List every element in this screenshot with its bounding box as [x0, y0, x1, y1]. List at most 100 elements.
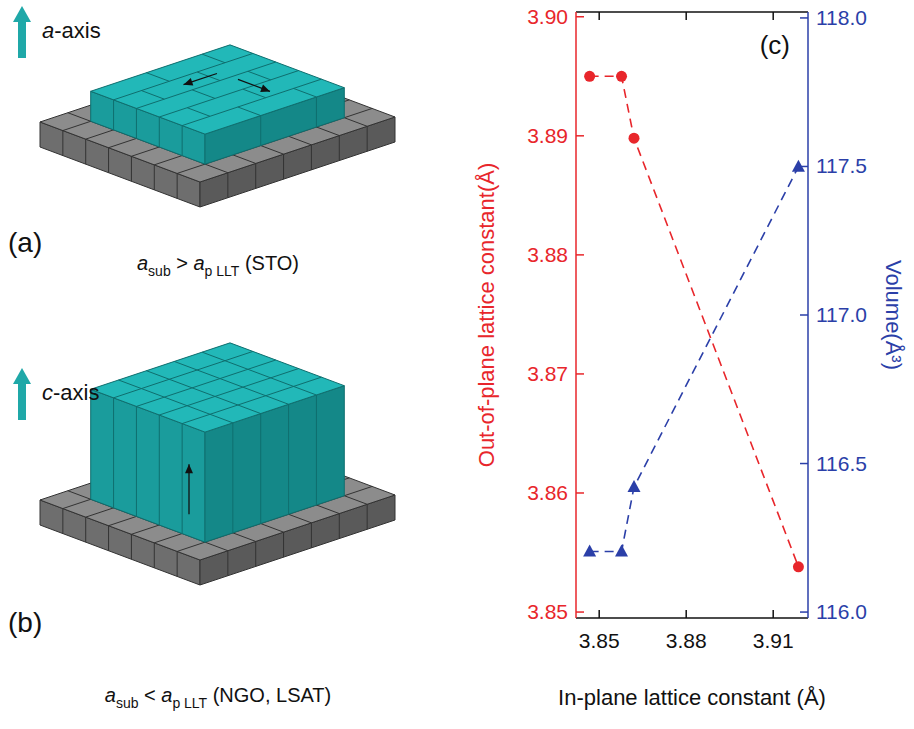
y2-tick	[800, 17, 808, 19]
axis-arrow	[13, 6, 31, 58]
substrate-grid	[177, 173, 178, 198]
panel-label: (a)	[8, 227, 42, 258]
film-grid	[182, 79, 321, 125]
y-tick-label: 3.88	[527, 243, 568, 266]
y-tick	[576, 492, 584, 494]
substrate-grid	[255, 163, 256, 188]
film-grid	[182, 424, 183, 534]
text-segment: c	[42, 380, 53, 405]
film-grid	[288, 404, 289, 514]
y2-tick	[800, 463, 808, 465]
substrate-grid	[311, 523, 312, 548]
text-segment: -axis	[54, 18, 100, 43]
film-grid	[316, 97, 317, 127]
series-marker	[628, 480, 641, 492]
text-segment: a	[42, 18, 54, 43]
caption: asub > ap LLT (STO)	[137, 252, 299, 279]
y2-tick-label: 116.0	[816, 600, 867, 623]
substrate-grid	[255, 541, 256, 566]
diagram-1: c-axis(b)asub < ap LLT (NGO, LSAT)	[8, 343, 395, 711]
film-grid	[248, 71, 271, 80]
film-grid	[119, 380, 233, 423]
substrate-grid	[85, 139, 86, 164]
substrate-grid	[283, 532, 284, 557]
y2-tick-label: 117.0	[816, 303, 867, 326]
text-segment: p LLT	[205, 263, 240, 279]
film-grid	[182, 126, 183, 156]
film-grid	[159, 117, 160, 147]
caption: asub < ap LLT (NGO, LSAT)	[105, 684, 331, 711]
y-tick-label: 3.86	[527, 481, 568, 504]
text-segment: p LLT	[172, 695, 207, 711]
y-axis-title: Out-of-plane lattice constant(Å)	[474, 163, 499, 467]
series-marker	[584, 71, 595, 82]
text-segment: -axis	[53, 380, 99, 405]
text-segment: a	[193, 252, 204, 274]
film-grid	[192, 90, 215, 99]
plot-data	[583, 71, 805, 573]
domain-arrow-head	[185, 464, 193, 473]
substrate-grid	[367, 126, 368, 151]
text-segment: a	[161, 684, 172, 706]
y2-tick	[800, 611, 808, 613]
domain-arrow-head	[260, 85, 270, 92]
substrate-grid	[339, 136, 340, 161]
substrate-grid	[108, 148, 109, 173]
series-line	[590, 167, 799, 552]
film-grid	[174, 361, 288, 404]
y-tick-label: 3.87	[527, 362, 568, 385]
film-grid	[316, 395, 317, 505]
y2-tick-label: 116.5	[816, 452, 867, 475]
x-tick	[772, 12, 774, 20]
y-tick	[576, 135, 584, 137]
text-segment: sub	[116, 695, 139, 711]
figure: a-axis(a)asub > ap LLT (STO)c-axis(b)asu…	[0, 0, 914, 729]
substrate-grid	[154, 543, 155, 568]
domain-arrow-shaft	[184, 74, 217, 85]
x-tick-label: 3.91	[753, 629, 794, 652]
x-tick-label: 3.85	[579, 629, 620, 652]
series-marker	[616, 71, 627, 82]
x-tick	[685, 12, 687, 20]
x-tick	[598, 12, 600, 20]
film-grid	[146, 73, 169, 82]
domain-arrow-shaft	[238, 79, 270, 91]
series-marker	[792, 160, 805, 172]
x-tick	[772, 610, 774, 618]
chart: 3.853.883.913.853.863.873.883.893.90116.…	[474, 5, 906, 710]
film-grid	[159, 415, 160, 525]
y-axis	[575, 12, 577, 618]
film-grid	[294, 88, 317, 97]
y-tick	[576, 254, 584, 256]
diagram-0: a-axis(a)asub > ap LLT (STO)	[8, 6, 395, 279]
film-grid	[260, 414, 261, 524]
text-segment: a	[105, 684, 116, 706]
film-top	[91, 45, 345, 134]
film-grid	[202, 352, 316, 395]
x-axis-title: In-plane lattice constant (Å)	[558, 685, 826, 710]
series-marker	[615, 544, 628, 556]
y-tick-label: 3.90	[527, 5, 568, 28]
series-marker	[629, 133, 640, 144]
domain-arrow-head	[184, 78, 194, 86]
text-segment: <	[138, 684, 161, 706]
substrate-grid	[62, 131, 63, 156]
substrate-grid	[177, 551, 178, 576]
axis-arrow	[13, 368, 31, 420]
film-grid	[260, 116, 261, 146]
y2-tick-label: 118.0	[816, 6, 867, 29]
film-grid	[113, 398, 114, 508]
substrate-grid	[339, 514, 340, 539]
film-grid	[187, 108, 210, 117]
substrate-grid	[62, 509, 63, 534]
film-grid	[182, 377, 321, 423]
substrate-grid	[154, 165, 155, 190]
substrate-grid	[108, 526, 109, 551]
text-segment: >	[171, 252, 194, 274]
film-grid	[238, 107, 261, 116]
series-marker	[793, 561, 804, 572]
text-segment: a	[137, 252, 148, 274]
film-grid	[136, 108, 137, 138]
substrate-grid	[283, 154, 284, 179]
y-tick-label: 3.85	[527, 600, 568, 623]
